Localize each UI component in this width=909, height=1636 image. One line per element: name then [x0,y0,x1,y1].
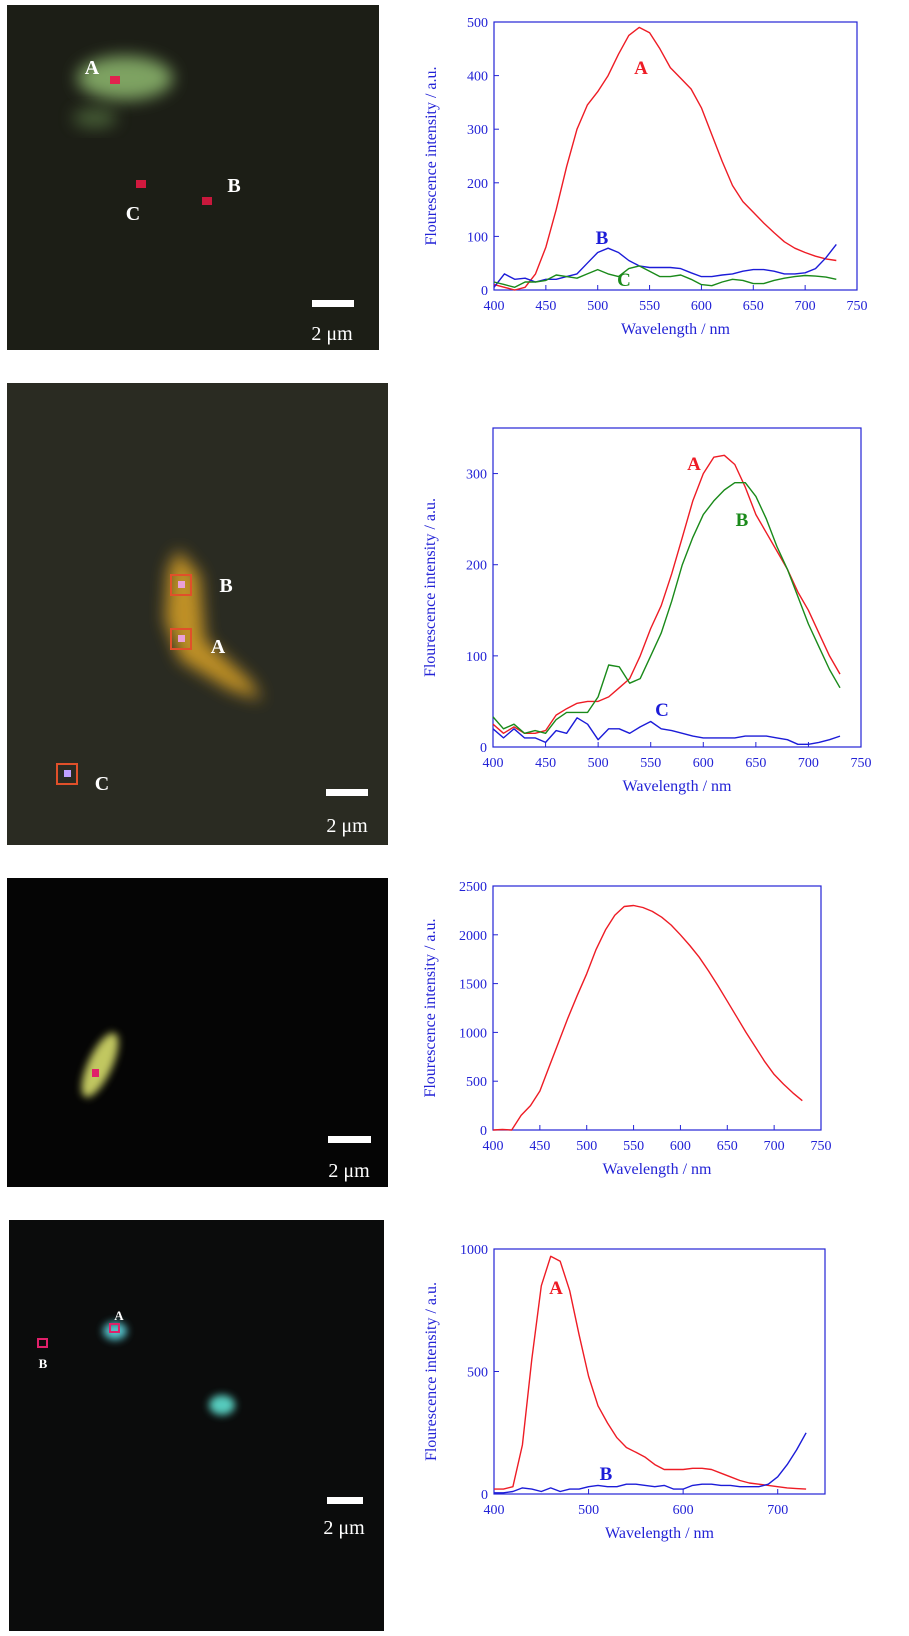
y-tick-label: 0 [481,1488,488,1503]
series-label: C [655,700,669,721]
x-tick-label: 400 [483,1139,504,1154]
scale-bar-label: 2 μm [326,815,368,837]
scale-bar-label: 2 μm [311,323,353,345]
x-tick-label: 700 [798,756,819,771]
series-label: A [687,454,701,475]
y-tick-label: 1500 [459,978,487,993]
plot-frame [492,885,822,1131]
y-tick-label: 300 [467,123,488,138]
y-tick-label: 0 [480,1124,487,1139]
x-tick-label: 650 [717,1139,738,1154]
y-axis-label: Flourescence intensity / a.u. [423,1282,440,1461]
series-label: B [596,228,609,249]
series-line [494,1432,807,1494]
series-line [492,904,803,1131]
scale-bar [312,300,354,307]
series-line [493,26,837,291]
x-axis-label: Wavelength / nm [605,1525,714,1542]
x-tick-label: 500 [576,1139,597,1154]
x-tick-label: 750 [851,756,872,771]
x-tick-label: 400 [484,299,505,314]
x-tick-label: 650 [743,299,764,314]
x-tick-label: 550 [639,299,660,314]
y-tick-label: 1000 [459,1026,487,1041]
y-tick-label: 0 [480,741,487,756]
x-tick-label: 500 [578,1503,599,1518]
image-label: A [114,1308,124,1323]
series-label: C [617,270,631,291]
series-label: B [600,1464,613,1485]
scale-bar [326,789,368,796]
micrograph: 2 μm [7,878,388,1187]
series-label: A [549,1278,563,1299]
series-line [493,243,837,288]
x-tick-label: 450 [529,1139,550,1154]
series-label: A [634,58,648,79]
x-tick-label: 700 [767,1503,788,1518]
y-tick-label: 0 [481,284,488,299]
image-label: B [227,175,240,197]
x-tick-label: 450 [535,299,556,314]
y-tick-label: 100 [466,650,487,665]
x-tick-label: 400 [483,756,504,771]
micrograph: A B 2 μm [9,1220,384,1631]
image-label: C [95,773,109,795]
x-tick-label: 450 [535,756,556,771]
x-tick-label: 400 [484,1503,505,1518]
x-axis-label: Wavelength / nm [621,321,730,338]
y-axis-label: Flourescence intensity / a.u. [422,498,439,677]
scale-bar-label: 2 μm [323,1517,365,1539]
x-tick-label: 550 [640,756,661,771]
y-tick-label: 500 [467,1366,488,1381]
plot-frame [493,1248,826,1495]
x-tick-label: 500 [588,756,609,771]
series-line [492,454,841,734]
x-tick-label: 700 [764,1139,785,1154]
image-label: C [126,203,140,225]
image-label: B [219,575,232,597]
x-tick-label: 550 [623,1139,644,1154]
scale-bar [327,1497,363,1504]
scale-bar [328,1136,371,1143]
y-tick-label: 500 [466,1075,487,1090]
y-tick-label: 400 [467,70,488,85]
series-line [492,717,841,745]
x-tick-label: 600 [670,1139,691,1154]
x-tick-label: 500 [587,299,608,314]
y-tick-label: 2500 [459,880,487,895]
y-axis-label: Flourescence intensity / a.u. [422,918,439,1097]
y-tick-label: 100 [467,230,488,245]
series-line [493,265,837,288]
x-axis-label: Wavelength / nm [603,1161,712,1178]
image-label: A [211,636,226,658]
x-tick-label: 650 [745,756,766,771]
x-tick-label: 600 [693,756,714,771]
y-tick-label: 500 [467,16,488,31]
x-tick-label: 600 [691,299,712,314]
image-label: A [85,57,100,79]
y-tick-label: 300 [466,468,487,483]
scale-bar-label: 2 μm [328,1160,370,1182]
y-tick-label: 200 [467,177,488,192]
x-axis-label: Wavelength / nm [623,778,732,795]
x-tick-label: 600 [673,1503,694,1518]
series-line [492,482,841,734]
y-tick-label: 2000 [459,929,487,944]
series-label: B [736,510,749,531]
x-tick-label: 750 [811,1139,832,1154]
micrograph: B A C 2 μm [7,383,388,845]
x-tick-label: 750 [847,299,868,314]
plot-frame [493,21,858,291]
y-tick-label: 1000 [460,1243,488,1258]
x-tick-label: 700 [795,299,816,314]
y-axis-label: Flourescence intensity / a.u. [423,66,440,245]
plot-frame [492,427,862,748]
micrograph: A C B 2 μm [7,5,379,350]
series-line [494,1255,807,1490]
y-tick-label: 200 [466,559,487,574]
image-label: B [39,1356,48,1371]
